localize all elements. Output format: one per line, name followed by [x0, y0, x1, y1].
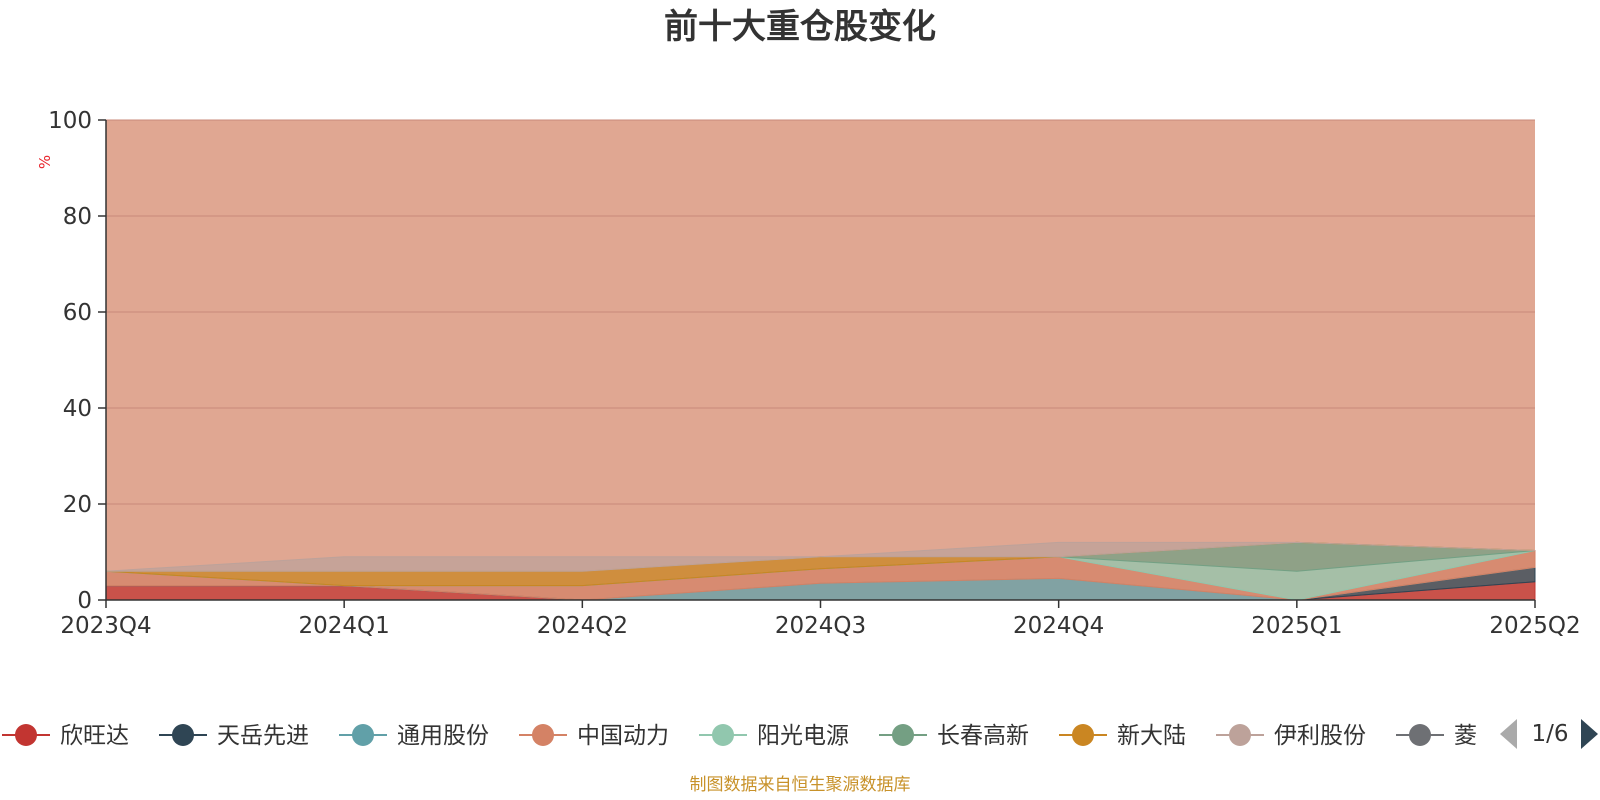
y-tick-label: 20	[63, 492, 92, 518]
legend-item[interactable]: 中国动力	[519, 723, 669, 749]
plot-area	[105, 119, 1536, 601]
legend-item[interactable]: 新大陆	[1059, 723, 1186, 749]
legend-marker-icon	[712, 724, 734, 746]
legend-item[interactable]: 天岳先进	[159, 723, 309, 749]
y-tick-label: 40	[63, 396, 92, 422]
legend-label: 阳光电源	[757, 723, 849, 749]
legend-item[interactable]: 长春高新	[879, 723, 1029, 749]
legend-label: 菱电电控	[1454, 723, 1546, 749]
legend-label: 通用股份	[397, 723, 489, 749]
x-tick-label: 2024Q1	[299, 613, 390, 639]
y-tick-label: 0	[77, 588, 92, 614]
background-band	[106, 120, 1535, 600]
legend-marker-icon	[1229, 724, 1251, 746]
legend-label: 中国动力	[577, 723, 669, 749]
chart-title: 前十大重仓股变化	[664, 7, 936, 47]
legend-marker-icon	[15, 724, 37, 746]
legend-label: 长春高新	[937, 723, 1029, 749]
legend-marker-icon	[352, 724, 374, 746]
legend-marker-icon	[892, 724, 914, 746]
legend-label: 天岳先进	[217, 723, 309, 749]
legend-marker-icon	[172, 724, 194, 746]
legend-item[interactable]: 欣旺达	[2, 723, 129, 749]
legend-page-indicator: 1/6	[1531, 721, 1568, 747]
x-tick-label: 2024Q3	[775, 613, 866, 639]
legend-label: 伊利股份	[1274, 723, 1366, 749]
legend-pager: 1/6	[1500, 719, 1598, 749]
legend-label: 欣旺达	[60, 723, 129, 749]
legend-item[interactable]: 阳光电源	[699, 723, 849, 749]
y-tick-label: 100	[48, 108, 92, 134]
legend-marker-icon	[1072, 724, 1094, 746]
legend-marker-icon	[532, 724, 554, 746]
legend-marker-icon	[1409, 724, 1431, 746]
x-tick-label: 2025Q2	[1489, 613, 1580, 639]
y-tick-label: 80	[63, 204, 92, 230]
series-area-8[interactable]	[105, 541, 1536, 572]
legend-item[interactable]: 伊利股份	[1216, 723, 1366, 749]
x-tick-label: 2025Q1	[1251, 613, 1342, 639]
x-tick-label: 2023Q4	[60, 613, 151, 639]
legend-item[interactable]: 通用股份	[339, 723, 489, 749]
legend-prev-icon[interactable]	[1500, 719, 1517, 749]
y-tick-label: 60	[63, 300, 92, 326]
legend-item[interactable]: 菱电电控	[1396, 723, 1546, 749]
y-axis-unit: %	[36, 155, 54, 169]
legend-label: 新大陆	[1117, 723, 1186, 749]
x-tick-label: 2024Q4	[1013, 613, 1104, 639]
axes: 0 20 40 60 80 100 2023Q4 2024Q1 2024Q2 2024Q3 2024…	[48, 108, 1581, 639]
data-source-note: 制图数据来自恒生聚源数据库	[690, 775, 911, 795]
legend-next-icon[interactable]	[1581, 719, 1598, 749]
legend[interactable]: 欣旺达 天岳先进 通用股份 中国动力 阳光电源 长春高新 新大陆 伊利股份 菱电电控	[2, 723, 1546, 749]
x-tick-label: 2024Q2	[537, 613, 628, 639]
